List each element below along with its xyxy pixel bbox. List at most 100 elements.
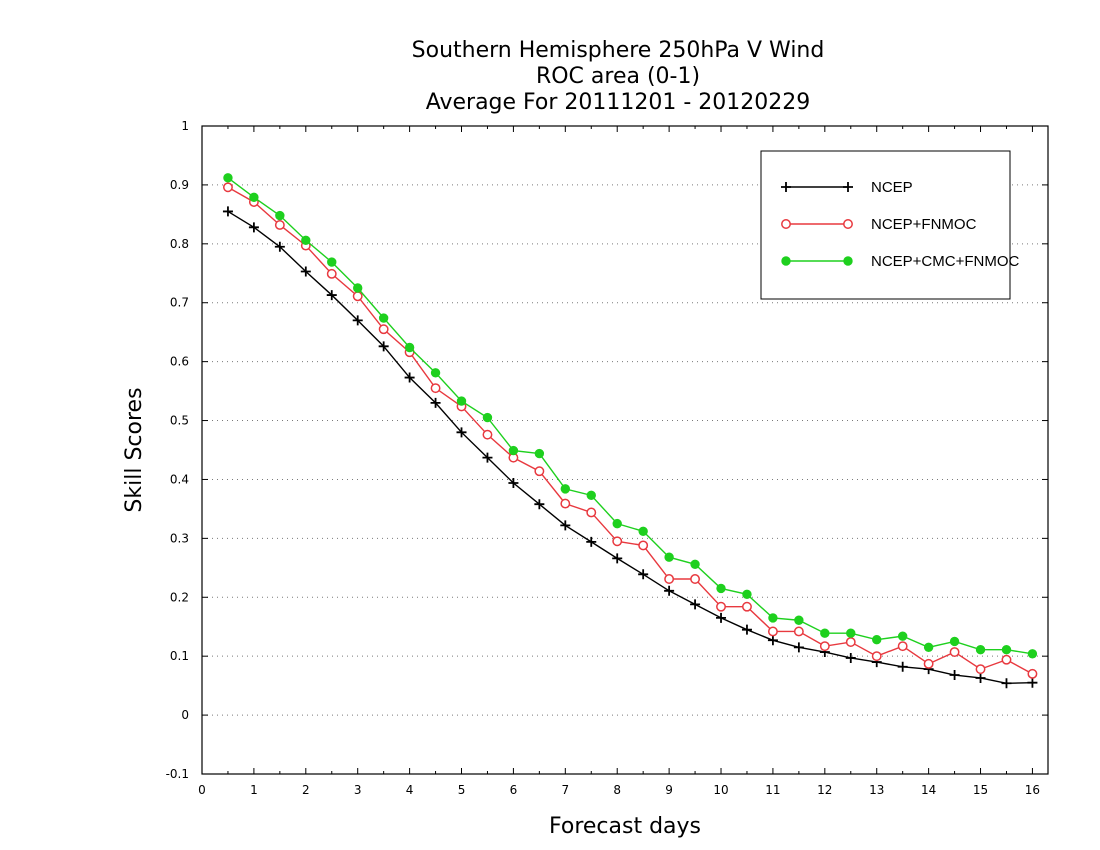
data-point xyxy=(975,645,986,655)
data-point xyxy=(1001,654,1012,665)
data-point xyxy=(378,324,389,335)
data-point xyxy=(223,173,233,183)
data-point xyxy=(430,383,441,394)
data-point xyxy=(897,661,908,672)
x-tick-label: 2 xyxy=(302,783,310,797)
data-point xyxy=(638,540,649,551)
data-point xyxy=(923,642,934,653)
data-point xyxy=(820,628,830,638)
data-point xyxy=(845,637,856,647)
y-tick-label: -0.1 xyxy=(166,767,189,781)
y-tick-label: 0.2 xyxy=(170,590,189,604)
data-point xyxy=(1027,677,1038,688)
x-tick-label: 8 xyxy=(613,783,621,797)
data-point xyxy=(586,536,597,547)
legend-marker xyxy=(843,182,853,192)
data-point xyxy=(794,615,804,625)
gridlines xyxy=(202,184,1048,716)
chart-title-line: ROC area (0-1) xyxy=(536,64,700,89)
data-point xyxy=(768,613,778,623)
series-ncep-cmc-fnmoc xyxy=(223,173,1038,659)
legend-marker xyxy=(781,182,791,192)
x-tick-label: 12 xyxy=(817,783,832,797)
data-point xyxy=(871,651,882,662)
data-point xyxy=(404,342,415,353)
data-point xyxy=(793,626,804,637)
data-point xyxy=(430,368,441,378)
legend-marker xyxy=(781,219,791,229)
data-point xyxy=(508,445,519,456)
data-point xyxy=(456,396,467,406)
data-point xyxy=(949,636,960,647)
data-point xyxy=(222,206,233,217)
data-point xyxy=(352,315,363,326)
x-tick-label: 11 xyxy=(765,783,780,797)
data-point xyxy=(612,518,622,529)
data-point xyxy=(1001,678,1012,689)
data-point xyxy=(716,601,726,612)
data-point xyxy=(846,628,856,638)
legend-item: NCEP+CMC+FNMOC xyxy=(781,253,1020,270)
data-point xyxy=(690,559,700,569)
y-tick-label: 0.9 xyxy=(170,178,189,192)
data-point xyxy=(690,574,701,584)
x-tick-label: 16 xyxy=(1025,783,1040,797)
data-point xyxy=(560,520,571,531)
plot-frame xyxy=(201,125,1049,775)
data-point xyxy=(923,658,934,669)
data-point xyxy=(353,283,363,293)
data-point xyxy=(534,466,545,477)
data-point xyxy=(560,484,571,494)
data-point xyxy=(508,477,519,488)
data-point xyxy=(742,601,752,612)
data-point xyxy=(352,291,363,302)
y-tick-label: 0.4 xyxy=(170,472,189,486)
data-point xyxy=(716,612,727,623)
data-point xyxy=(975,672,986,683)
data-point xyxy=(274,220,285,230)
data-point xyxy=(897,631,908,641)
data-point xyxy=(534,499,545,510)
legend-marker xyxy=(781,256,791,266)
y-axis-label: Skill Scores xyxy=(122,387,147,512)
x-tick-label: 9 xyxy=(665,783,673,797)
x-tick-label: 15 xyxy=(973,783,988,797)
x-tick-label: 6 xyxy=(510,783,518,797)
y-tick-label: 0.8 xyxy=(170,237,189,251)
data-point xyxy=(223,182,233,193)
data-point xyxy=(560,498,571,509)
data-point xyxy=(845,652,856,663)
data-point xyxy=(249,192,259,202)
legend-marker xyxy=(843,219,853,229)
data-point xyxy=(378,341,389,352)
data-point xyxy=(690,599,701,610)
x-tick-label: 10 xyxy=(713,783,728,797)
data-point xyxy=(248,222,259,233)
data-point xyxy=(456,427,467,438)
data-point xyxy=(1027,649,1038,659)
x-tick-label: 4 xyxy=(406,783,414,797)
data-point xyxy=(274,241,285,252)
data-point xyxy=(327,257,337,267)
legend-label: NCEP xyxy=(871,179,913,196)
data-point xyxy=(638,526,648,536)
data-point xyxy=(767,635,778,646)
series-layer xyxy=(222,173,1038,689)
series-ncep xyxy=(222,206,1038,689)
x-tick-label: 5 xyxy=(458,783,466,797)
data-point xyxy=(300,266,311,277)
legend-label: NCEP+CMC+FNMOC xyxy=(871,253,1020,270)
x-axis-label: Forecast days xyxy=(549,814,701,839)
y-axis: -0.1 0 0.1 0.2 0.3 0.4 0.5 0.6 0.7 0.8 0.9 1 xyxy=(166,119,1048,781)
data-point xyxy=(664,585,675,596)
y-tick-label: 0.7 xyxy=(170,296,189,310)
data-point xyxy=(638,569,649,580)
x-tick-label: 14 xyxy=(921,783,936,797)
data-point xyxy=(716,583,726,594)
y-tick-label: 0 xyxy=(181,708,189,722)
data-point xyxy=(872,634,882,645)
x-tick-label: 0 xyxy=(198,783,206,797)
data-point xyxy=(430,397,441,408)
data-point xyxy=(741,624,752,635)
